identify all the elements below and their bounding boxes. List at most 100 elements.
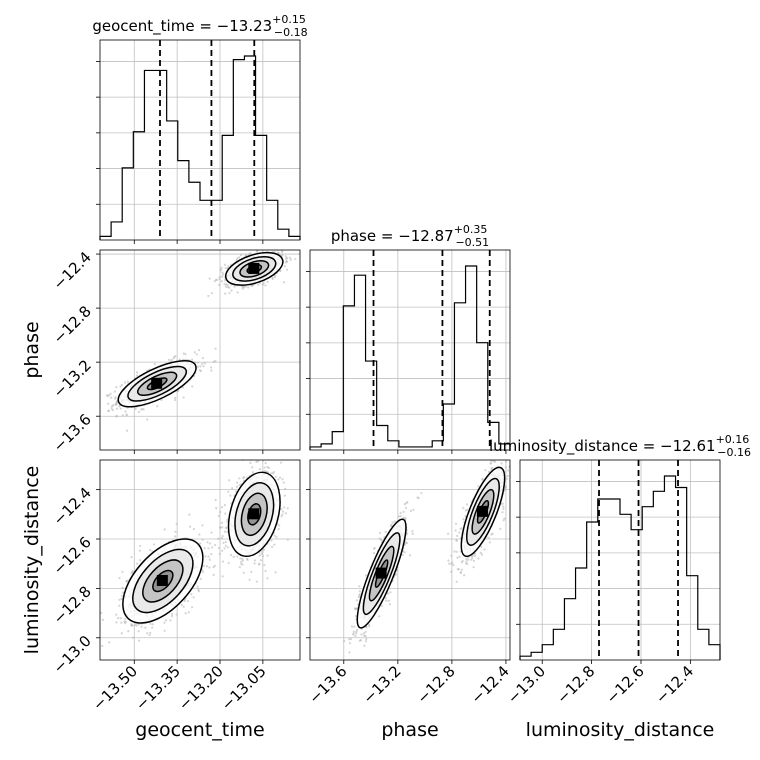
scatter-point xyxy=(492,460,495,463)
scatter-point xyxy=(461,559,464,563)
scatter-point xyxy=(135,371,139,374)
scatter-point xyxy=(167,358,171,361)
scatter-point xyxy=(101,644,104,648)
scatter-point xyxy=(401,553,404,556)
scatter-panel-geocent_time-luminosity_distance xyxy=(96,459,301,664)
scatter-point xyxy=(284,255,287,258)
scatter-point xyxy=(174,396,177,399)
scatter-point xyxy=(218,278,221,281)
scatter-point xyxy=(261,555,265,558)
scatter-point xyxy=(120,621,123,624)
scatter-point xyxy=(210,291,214,295)
scatter-point xyxy=(284,512,287,515)
panel-border xyxy=(99,459,301,661)
scatter-point xyxy=(465,557,468,561)
scatter-point xyxy=(224,512,227,515)
title-prefix: phase = −12.87 xyxy=(331,227,454,245)
scatter-point xyxy=(137,630,140,633)
scatter-point xyxy=(253,559,256,562)
scatter-point xyxy=(138,639,141,642)
scatter-point xyxy=(238,483,241,487)
scatter-point xyxy=(138,559,142,562)
scatter-point xyxy=(202,365,205,368)
scatter-point xyxy=(385,599,388,602)
scatter-point xyxy=(387,592,390,595)
scatter-point xyxy=(238,256,241,259)
scatter-point xyxy=(184,353,187,356)
scatter-point xyxy=(113,390,116,393)
scatter-point xyxy=(160,398,163,402)
scatter-point xyxy=(114,403,117,406)
scatter-point xyxy=(163,621,166,624)
scatter-point xyxy=(116,616,120,620)
scatter-point xyxy=(499,527,502,530)
scatter-point xyxy=(221,271,224,274)
scatter-point xyxy=(118,604,121,607)
scatter-point xyxy=(218,283,221,286)
scatter-point xyxy=(363,644,366,647)
scatter-point xyxy=(473,554,477,558)
scatter-point xyxy=(238,566,241,569)
scatter-point xyxy=(378,537,381,540)
scatter-point xyxy=(507,469,510,472)
scatter-point xyxy=(151,626,154,629)
scatter-point xyxy=(208,542,212,545)
scatter-point xyxy=(223,263,227,266)
scatter-point xyxy=(223,530,227,533)
scatter-point xyxy=(488,541,492,544)
scatter-point xyxy=(175,522,178,526)
scatter-point xyxy=(266,554,269,557)
scatter-point xyxy=(101,618,105,621)
scatter-point xyxy=(170,612,174,616)
scatter-point xyxy=(208,558,211,561)
scatter-point xyxy=(282,281,286,284)
scatter-point xyxy=(151,623,154,626)
scatter-point xyxy=(258,554,261,557)
scatter-point xyxy=(258,562,261,565)
scatter-point xyxy=(107,402,110,405)
scatter-point xyxy=(274,571,277,574)
scatter-point xyxy=(137,410,141,414)
scatter-point xyxy=(273,534,276,537)
panel-background xyxy=(310,250,510,450)
scatter-point xyxy=(203,362,206,365)
title-minus: −0.51 xyxy=(455,236,489,249)
scatter-point xyxy=(236,291,239,294)
scatter-point xyxy=(212,573,215,576)
scatter-point xyxy=(261,550,264,553)
scatter-point xyxy=(384,530,387,534)
scatter-point xyxy=(236,555,239,558)
scatter-point xyxy=(271,545,274,548)
scatter-point xyxy=(224,292,227,295)
scatter-point xyxy=(204,555,207,558)
scatter-point xyxy=(242,571,245,574)
scatter-point xyxy=(156,405,159,408)
scatter-point xyxy=(283,494,286,497)
scatter-point xyxy=(484,469,487,472)
scatter-point xyxy=(146,632,149,635)
scatter-point xyxy=(264,462,267,465)
scatter-point xyxy=(206,541,209,544)
scatter-point xyxy=(174,535,177,538)
scatter-point xyxy=(259,559,263,562)
scatter-point xyxy=(186,599,189,603)
scatter-point xyxy=(352,632,355,635)
scatter-point xyxy=(272,471,275,474)
scatter-point xyxy=(228,286,231,289)
scatter-point xyxy=(250,570,253,573)
scatter-point xyxy=(269,245,271,247)
scatter-point xyxy=(221,560,225,563)
scatter-point xyxy=(348,642,352,645)
scatter-point xyxy=(183,599,186,603)
scatter-point xyxy=(164,619,167,622)
scatter-point xyxy=(235,485,239,488)
scatter-point xyxy=(217,537,220,540)
scatter-point xyxy=(233,285,236,288)
scatter-point xyxy=(197,590,200,593)
scatter-point xyxy=(152,543,156,546)
scatter-point xyxy=(257,283,260,286)
scatter-point xyxy=(115,407,119,410)
density-peak xyxy=(248,262,260,274)
scatter-point xyxy=(286,256,289,260)
scatter-point xyxy=(280,515,283,518)
